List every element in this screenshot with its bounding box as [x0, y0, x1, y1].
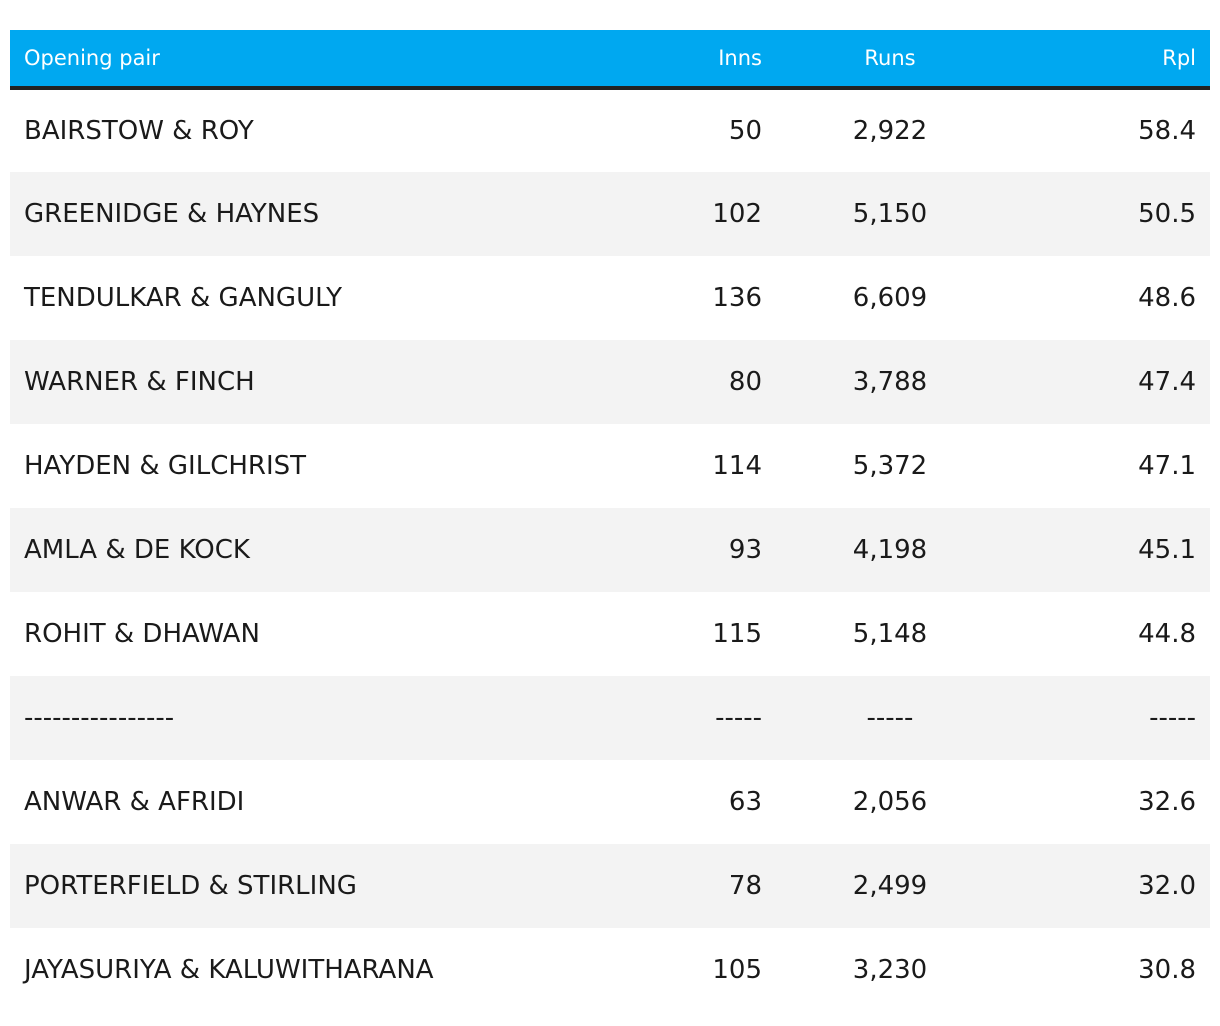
cell-runs: 5,372: [852, 451, 928, 481]
cell-inns: 78: [728, 871, 762, 901]
cell-rpl: 32.6: [1138, 787, 1196, 817]
cell-rpl: 58.4: [1138, 116, 1196, 146]
cell-rpl: 47.1: [1138, 451, 1196, 481]
cell-runs: 2,056: [852, 787, 928, 817]
cell-rpl: 30.8: [1138, 955, 1196, 985]
cell-runs: 3,788: [852, 367, 928, 397]
cell-opening-pair: TENDULKAR & GANGULY: [24, 283, 343, 313]
cell-inns: 115: [712, 619, 762, 649]
stats-table-container: Opening pair Inns Runs Rpl BAIRSTOW & RO…: [10, 30, 1210, 1012]
cell-opening-pair: ANWAR & AFRIDI: [24, 787, 245, 817]
cell-rpl: 32.0: [1138, 871, 1196, 901]
cell-opening-pair: PORTERFIELD & STIRLING: [24, 871, 357, 901]
cell-inns: 136: [712, 283, 762, 313]
header-runs: Runs: [786, 30, 954, 90]
cell-opening-pair: AMLA & DE KOCK: [24, 535, 250, 565]
cell-runs: 5,150: [852, 199, 928, 229]
cell-runs: 2,499: [852, 871, 928, 901]
header-rpl: Rpl: [954, 30, 1210, 90]
table-row: ---------------- ----- ----- -----: [10, 676, 1210, 760]
cell-rpl: 47.4: [1138, 367, 1196, 397]
cell-opening-pair: WARNER & FINCH: [24, 367, 255, 397]
table-row: TENDULKAR & GANGULY 136 6,609 48.6: [10, 256, 1210, 340]
cell-rpl: 50.5: [1138, 199, 1196, 229]
cell-inns: 114: [712, 451, 762, 481]
cell-rpl: 48.6: [1138, 283, 1196, 313]
cell-inns: 105: [712, 955, 762, 985]
cell-inns: 50: [728, 116, 762, 146]
table-header: Opening pair Inns Runs Rpl: [10, 30, 1210, 90]
table-row: HAYDEN & GILCHRIST 114 5,372 47.1: [10, 424, 1210, 508]
cell-inns: 63: [728, 787, 762, 817]
cell-rpl: -----: [1149, 703, 1196, 733]
table-row: ROHIT & DHAWAN 115 5,148 44.8: [10, 592, 1210, 676]
cell-runs: 3,230: [852, 955, 928, 985]
cell-runs: 5,148: [852, 619, 928, 649]
cell-inns: 102: [712, 199, 762, 229]
table-row: BAIRSTOW & ROY 50 2,922 58.4: [10, 88, 1210, 172]
cell-runs: 6,609: [852, 283, 928, 313]
opening-pairs-table: Opening pair Inns Runs Rpl BAIRSTOW & RO…: [10, 30, 1210, 1012]
cell-runs: -----: [866, 703, 914, 733]
table-row: GREENIDGE & HAYNES 102 5,150 50.5: [10, 172, 1210, 256]
table-row: JAYASURIYA & KALUWITHARANA 105 3,230 30.8: [10, 928, 1210, 1012]
table-row: PORTERFIELD & STIRLING 78 2,499 32.0: [10, 844, 1210, 928]
table-row: ANWAR & AFRIDI 63 2,056 32.6: [10, 760, 1210, 844]
cell-inns: 93: [728, 535, 762, 565]
cell-rpl: 44.8: [1138, 619, 1196, 649]
cell-opening-pair: ----------------: [24, 703, 175, 733]
cell-runs: 4,198: [852, 535, 928, 565]
cell-inns: -----: [715, 703, 762, 733]
cell-opening-pair: BAIRSTOW & ROY: [24, 116, 254, 146]
table-row: WARNER & FINCH 80 3,788 47.4: [10, 340, 1210, 424]
cell-opening-pair: GREENIDGE & HAYNES: [24, 199, 320, 229]
cell-opening-pair: ROHIT & DHAWAN: [24, 619, 260, 649]
cell-inns: 80: [728, 367, 762, 397]
header-row: Opening pair Inns Runs Rpl: [10, 30, 1210, 90]
cell-opening-pair: HAYDEN & GILCHRIST: [24, 451, 307, 481]
header-inns: Inns: [610, 30, 786, 90]
cell-opening-pair: JAYASURIYA & KALUWITHARANA: [24, 955, 434, 985]
cell-rpl: 45.1: [1138, 535, 1196, 565]
header-opening-pair: Opening pair: [10, 30, 610, 90]
cell-runs: 2,922: [852, 116, 928, 146]
table-row: AMLA & DE KOCK 93 4,198 45.1: [10, 508, 1210, 592]
table-body: BAIRSTOW & ROY 50 2,922 58.4 GREENIDGE & HAY…: [10, 88, 1210, 1012]
